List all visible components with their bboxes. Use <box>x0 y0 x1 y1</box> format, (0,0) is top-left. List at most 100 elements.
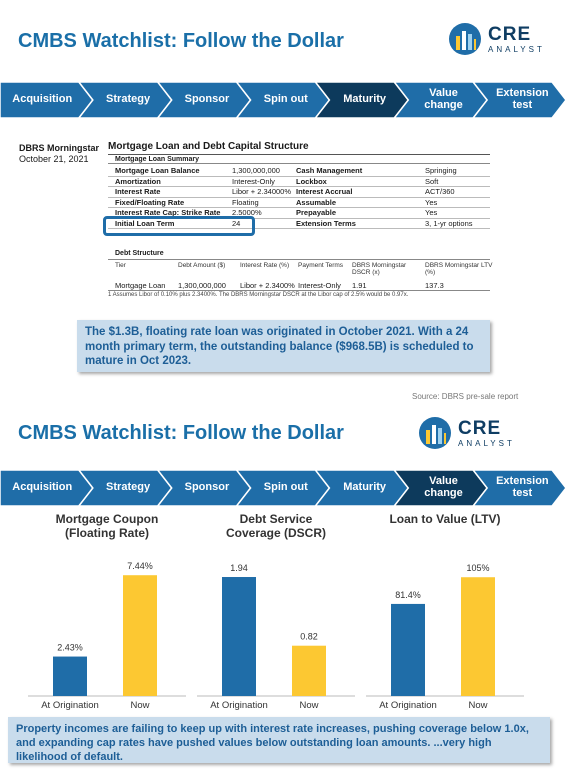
data-label: 7.44% <box>127 561 153 571</box>
nav-chevron <box>314 470 410 506</box>
slide-maturity: CMBS Watchlist: Follow the Dollar CRE AN… <box>0 22 566 401</box>
cre-analyst-logo: CRE ANALYST <box>448 22 545 56</box>
table-cell: Cash Management <box>296 166 363 175</box>
bar-at-origination <box>53 656 87 696</box>
debt-header: Interest Rate (%) <box>240 262 290 269</box>
callout-box: The $1.3B, floating rate loan was origin… <box>77 320 490 372</box>
category-label: At Origination <box>210 700 268 711</box>
nav-step-acquisition[interactable]: Acquisition <box>12 481 73 494</box>
logo-analyst-text: ANALYST <box>488 44 545 54</box>
summary-label: Mortgage Loan Summary <box>115 156 200 163</box>
category-label: Now <box>468 700 487 711</box>
row-divider <box>108 196 490 198</box>
divider <box>108 163 490 164</box>
row-divider <box>108 217 490 219</box>
table-cell: Interest Rate Cap: Strike Rate <box>115 208 221 217</box>
bar-chart-svg: 2.43% At Origination 7.44% Now <box>28 561 186 711</box>
table-cell: Prepayable <box>296 208 337 217</box>
debt-structure-label: Debt Structure <box>115 250 164 257</box>
table-cell: Mortgage Loan Balance <box>115 166 200 175</box>
nav-step-maturity[interactable]: Maturity <box>343 481 387 494</box>
table-cell: 2.5000% <box>232 208 262 217</box>
table-footnote: 1 Assumes Libor of 0.10% plus 2.3400%. T… <box>108 292 409 298</box>
source-note: Source: DBRS pre-sale report <box>412 392 519 401</box>
nav-step-value-change[interactable]: Value change <box>424 475 463 499</box>
slide-value-change: CMBS Watchlist: Follow the Dollar CRE AN… <box>0 400 566 770</box>
table-cell: ACT/360 <box>425 187 455 196</box>
table-cell: 3, 1-yr options <box>425 218 473 228</box>
dscr-chart: Debt Service Coverage (DSCR) 1.94 At Orig… <box>191 512 361 724</box>
table-cell: Soft <box>425 176 439 186</box>
row-divider <box>108 186 490 187</box>
table-cell: Springing <box>425 166 457 175</box>
nav-step-maturity[interactable]: Maturity <box>343 93 387 106</box>
nav-chevron <box>235 470 331 506</box>
nav-chevron <box>314 82 410 118</box>
nav-chevrons <box>0 82 566 118</box>
category-label: Now <box>130 700 149 711</box>
logo-cre-text: CRE <box>488 23 532 45</box>
row-divider <box>108 228 490 229</box>
row-divider <box>108 175 490 177</box>
nav-step-strategy[interactable]: Strategy <box>106 481 151 494</box>
nav-step-value-change[interactable]: Value change <box>424 87 463 111</box>
nav-step-spin-out[interactable]: Spin out <box>263 93 308 106</box>
nav-chevrons <box>0 470 566 506</box>
debt-header: Tier <box>115 262 126 269</box>
table-title: Mortgage Loan and Debt Capital Structure <box>108 141 309 152</box>
divider <box>108 154 490 155</box>
table-cell: Extension Terms <box>296 218 356 228</box>
nav-step-sponsor[interactable]: Sponsor <box>184 93 230 106</box>
category-label: Now <box>299 700 318 711</box>
callout-box: Property incomes are failing to keep up … <box>8 717 550 763</box>
nav-step-extension-test[interactable]: Extension test <box>496 475 549 499</box>
nav-step-acquisition[interactable]: Acquisition <box>12 93 73 106</box>
debt-cell: Mortgage Loan <box>115 281 166 290</box>
table-cell: Assumable <box>296 197 337 207</box>
dbrs-name: DBRS Morningstar <box>19 143 100 153</box>
nav-step-sponsor[interactable]: Sponsor <box>184 481 230 494</box>
data-label: 81.4% <box>395 590 421 600</box>
table-cell: Lockbox <box>296 176 327 186</box>
data-label: 0.82 <box>300 632 318 642</box>
debt-header: Debt Amount ($) <box>178 262 226 269</box>
bar-now <box>123 575 157 696</box>
table-cell: Interest Rate <box>115 187 161 196</box>
debt-cell: 1,300,000,000 <box>178 281 226 290</box>
debt-cell: 1.91 <box>352 281 367 290</box>
initial-loan-term-highlight <box>103 216 255 236</box>
table-cell: Initial Loan Term <box>115 218 175 228</box>
bar-at-origination <box>391 603 425 696</box>
chart-title: Loan to Value (LTV) <box>389 512 501 526</box>
bar-now <box>292 645 326 696</box>
category-label: At Origination <box>379 700 437 711</box>
nav-chevron <box>77 470 173 506</box>
debt-cell: Libor + 2.3400% <box>240 281 295 290</box>
nav-step-spin-out[interactable]: Spin out <box>263 481 308 494</box>
process-nav: Acquisition Strategy Sponsor Spin out Maturi… <box>0 82 566 118</box>
debt-header: DBRS Morningstar LTV (%) <box>425 262 493 277</box>
bar-chart-svg: 1.94 At Origination 0.82 Now <box>197 563 355 711</box>
nav-chevron <box>156 82 252 118</box>
bar-now <box>461 577 495 696</box>
logo-analyst-text: ANALYST <box>458 438 515 448</box>
nav-step-extension-test[interactable]: Extension test <box>496 87 549 111</box>
nav-chevron <box>77 82 173 118</box>
table-cell: Interest-Only <box>232 176 275 186</box>
chart-title: Mortgage Coupon (Floating Rate) <box>55 512 159 541</box>
coupon-chart: Mortgage Coupon (Floating Rate) 2.43% At … <box>22 512 192 724</box>
logo-mark-icon <box>449 23 481 55</box>
table-cell: 1,300,000,000 <box>232 166 280 175</box>
ltv-chart: Loan to Value (LTV) 81.4% At Origination 1… <box>360 512 530 724</box>
table-cell: Yes <box>425 208 438 217</box>
nav-chevron <box>235 82 331 118</box>
table-cell: Amortization <box>115 176 161 186</box>
data-label: 105% <box>466 563 489 573</box>
nav-chevron <box>472 82 566 118</box>
chart-title: Debt Service Coverage (DSCR) <box>225 512 327 541</box>
slide-title: CMBS Watchlist: Follow the Dollar <box>18 30 344 52</box>
table-cell: Fixed/Floating Rate <box>115 197 185 207</box>
table-cell: Libor + 2.34000% <box>232 187 292 196</box>
nav-step-strategy[interactable]: Strategy <box>106 93 151 106</box>
cre-analyst-logo: CRE ANALYST <box>418 416 515 450</box>
